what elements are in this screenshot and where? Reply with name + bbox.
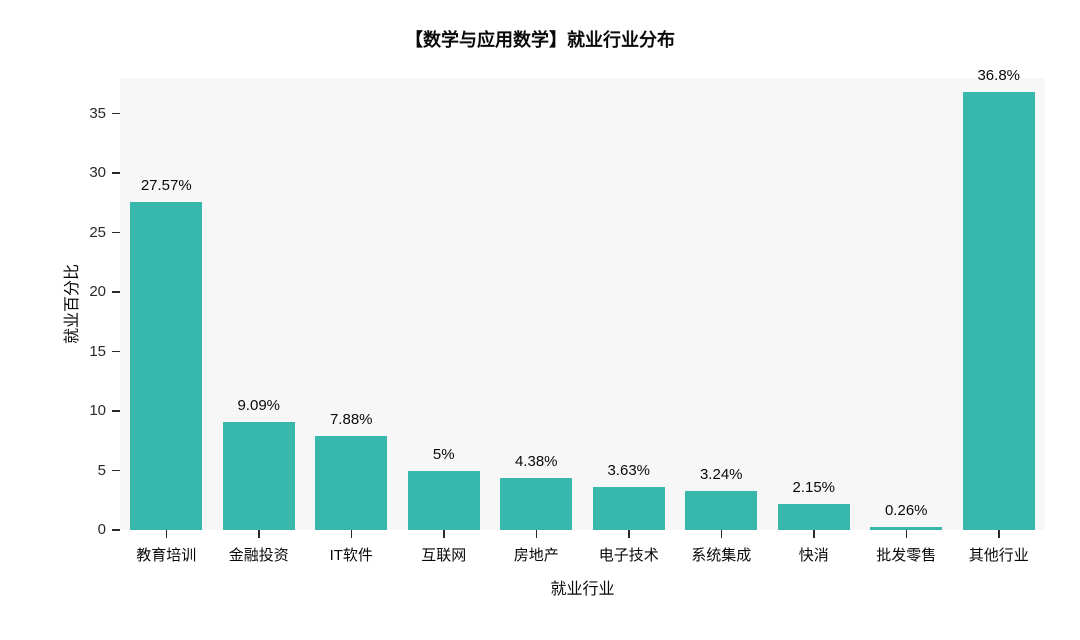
- y-tick-label: 25: [56, 224, 106, 241]
- x-tick-mark: [906, 530, 908, 538]
- bar-value-label: 36.8%: [953, 67, 1046, 84]
- x-tick-label: 快消: [768, 544, 861, 565]
- bar-value-label: 27.57%: [120, 177, 213, 194]
- bar: [963, 92, 1035, 530]
- x-tick-label: 批发零售: [860, 544, 953, 565]
- x-tick-mark: [443, 530, 445, 538]
- bar: [778, 504, 850, 530]
- x-tick-mark: [628, 530, 630, 538]
- y-tick-mark: [112, 172, 120, 174]
- y-tick-mark: [112, 113, 120, 115]
- bar-value-label: 3.24%: [675, 466, 768, 483]
- bar: [130, 202, 202, 530]
- y-tick-label: 0: [56, 521, 106, 538]
- x-tick-label: 电子技术: [583, 544, 676, 565]
- y-tick-mark: [112, 470, 120, 472]
- x-tick-mark: [351, 530, 353, 538]
- bar-value-label: 7.88%: [305, 411, 398, 428]
- chart-title: 【数学与应用数学】就业行业分布: [0, 26, 1080, 52]
- bar-value-label: 9.09%: [213, 397, 306, 414]
- bar-value-label: 4.38%: [490, 453, 583, 470]
- x-tick-mark: [536, 530, 538, 538]
- x-tick-label: 系统集成: [675, 544, 768, 565]
- bar: [500, 478, 572, 530]
- y-tick-mark: [112, 232, 120, 234]
- x-tick-mark: [166, 530, 168, 538]
- bar: [593, 487, 665, 530]
- y-tick-label: 15: [56, 343, 106, 360]
- y-tick-label: 20: [56, 283, 106, 300]
- bar: [685, 491, 757, 530]
- x-tick-mark: [813, 530, 815, 538]
- x-tick-mark: [258, 530, 260, 538]
- bar-value-label: 5%: [398, 446, 491, 463]
- x-tick-label: IT软件: [305, 544, 398, 565]
- chart-container: 【数学与应用数学】就业行业分布 就业百分比 就业行业 0510152025303…: [0, 0, 1080, 640]
- y-tick-mark: [112, 291, 120, 293]
- y-tick-mark: [112, 529, 120, 531]
- y-tick-mark: [112, 351, 120, 353]
- x-tick-label: 金融投资: [213, 544, 306, 565]
- bar: [408, 471, 480, 530]
- y-tick-label: 30: [56, 164, 106, 181]
- y-tick-label: 10: [56, 402, 106, 419]
- x-tick-label: 房地产: [490, 544, 583, 565]
- bar-value-label: 2.15%: [768, 479, 861, 496]
- x-tick-label: 其他行业: [953, 544, 1046, 565]
- bar-value-label: 3.63%: [583, 462, 676, 479]
- x-tick-mark: [721, 530, 723, 538]
- y-tick-label: 5: [56, 462, 106, 479]
- y-tick-label: 35: [56, 105, 106, 122]
- x-tick-label: 教育培训: [120, 544, 213, 565]
- x-tick-label: 互联网: [398, 544, 491, 565]
- bar-value-label: 0.26%: [860, 502, 953, 519]
- bar: [223, 422, 295, 530]
- x-tick-mark: [998, 530, 1000, 538]
- x-axis-title: 就业行业: [483, 575, 683, 599]
- y-tick-mark: [112, 410, 120, 412]
- bar: [315, 436, 387, 530]
